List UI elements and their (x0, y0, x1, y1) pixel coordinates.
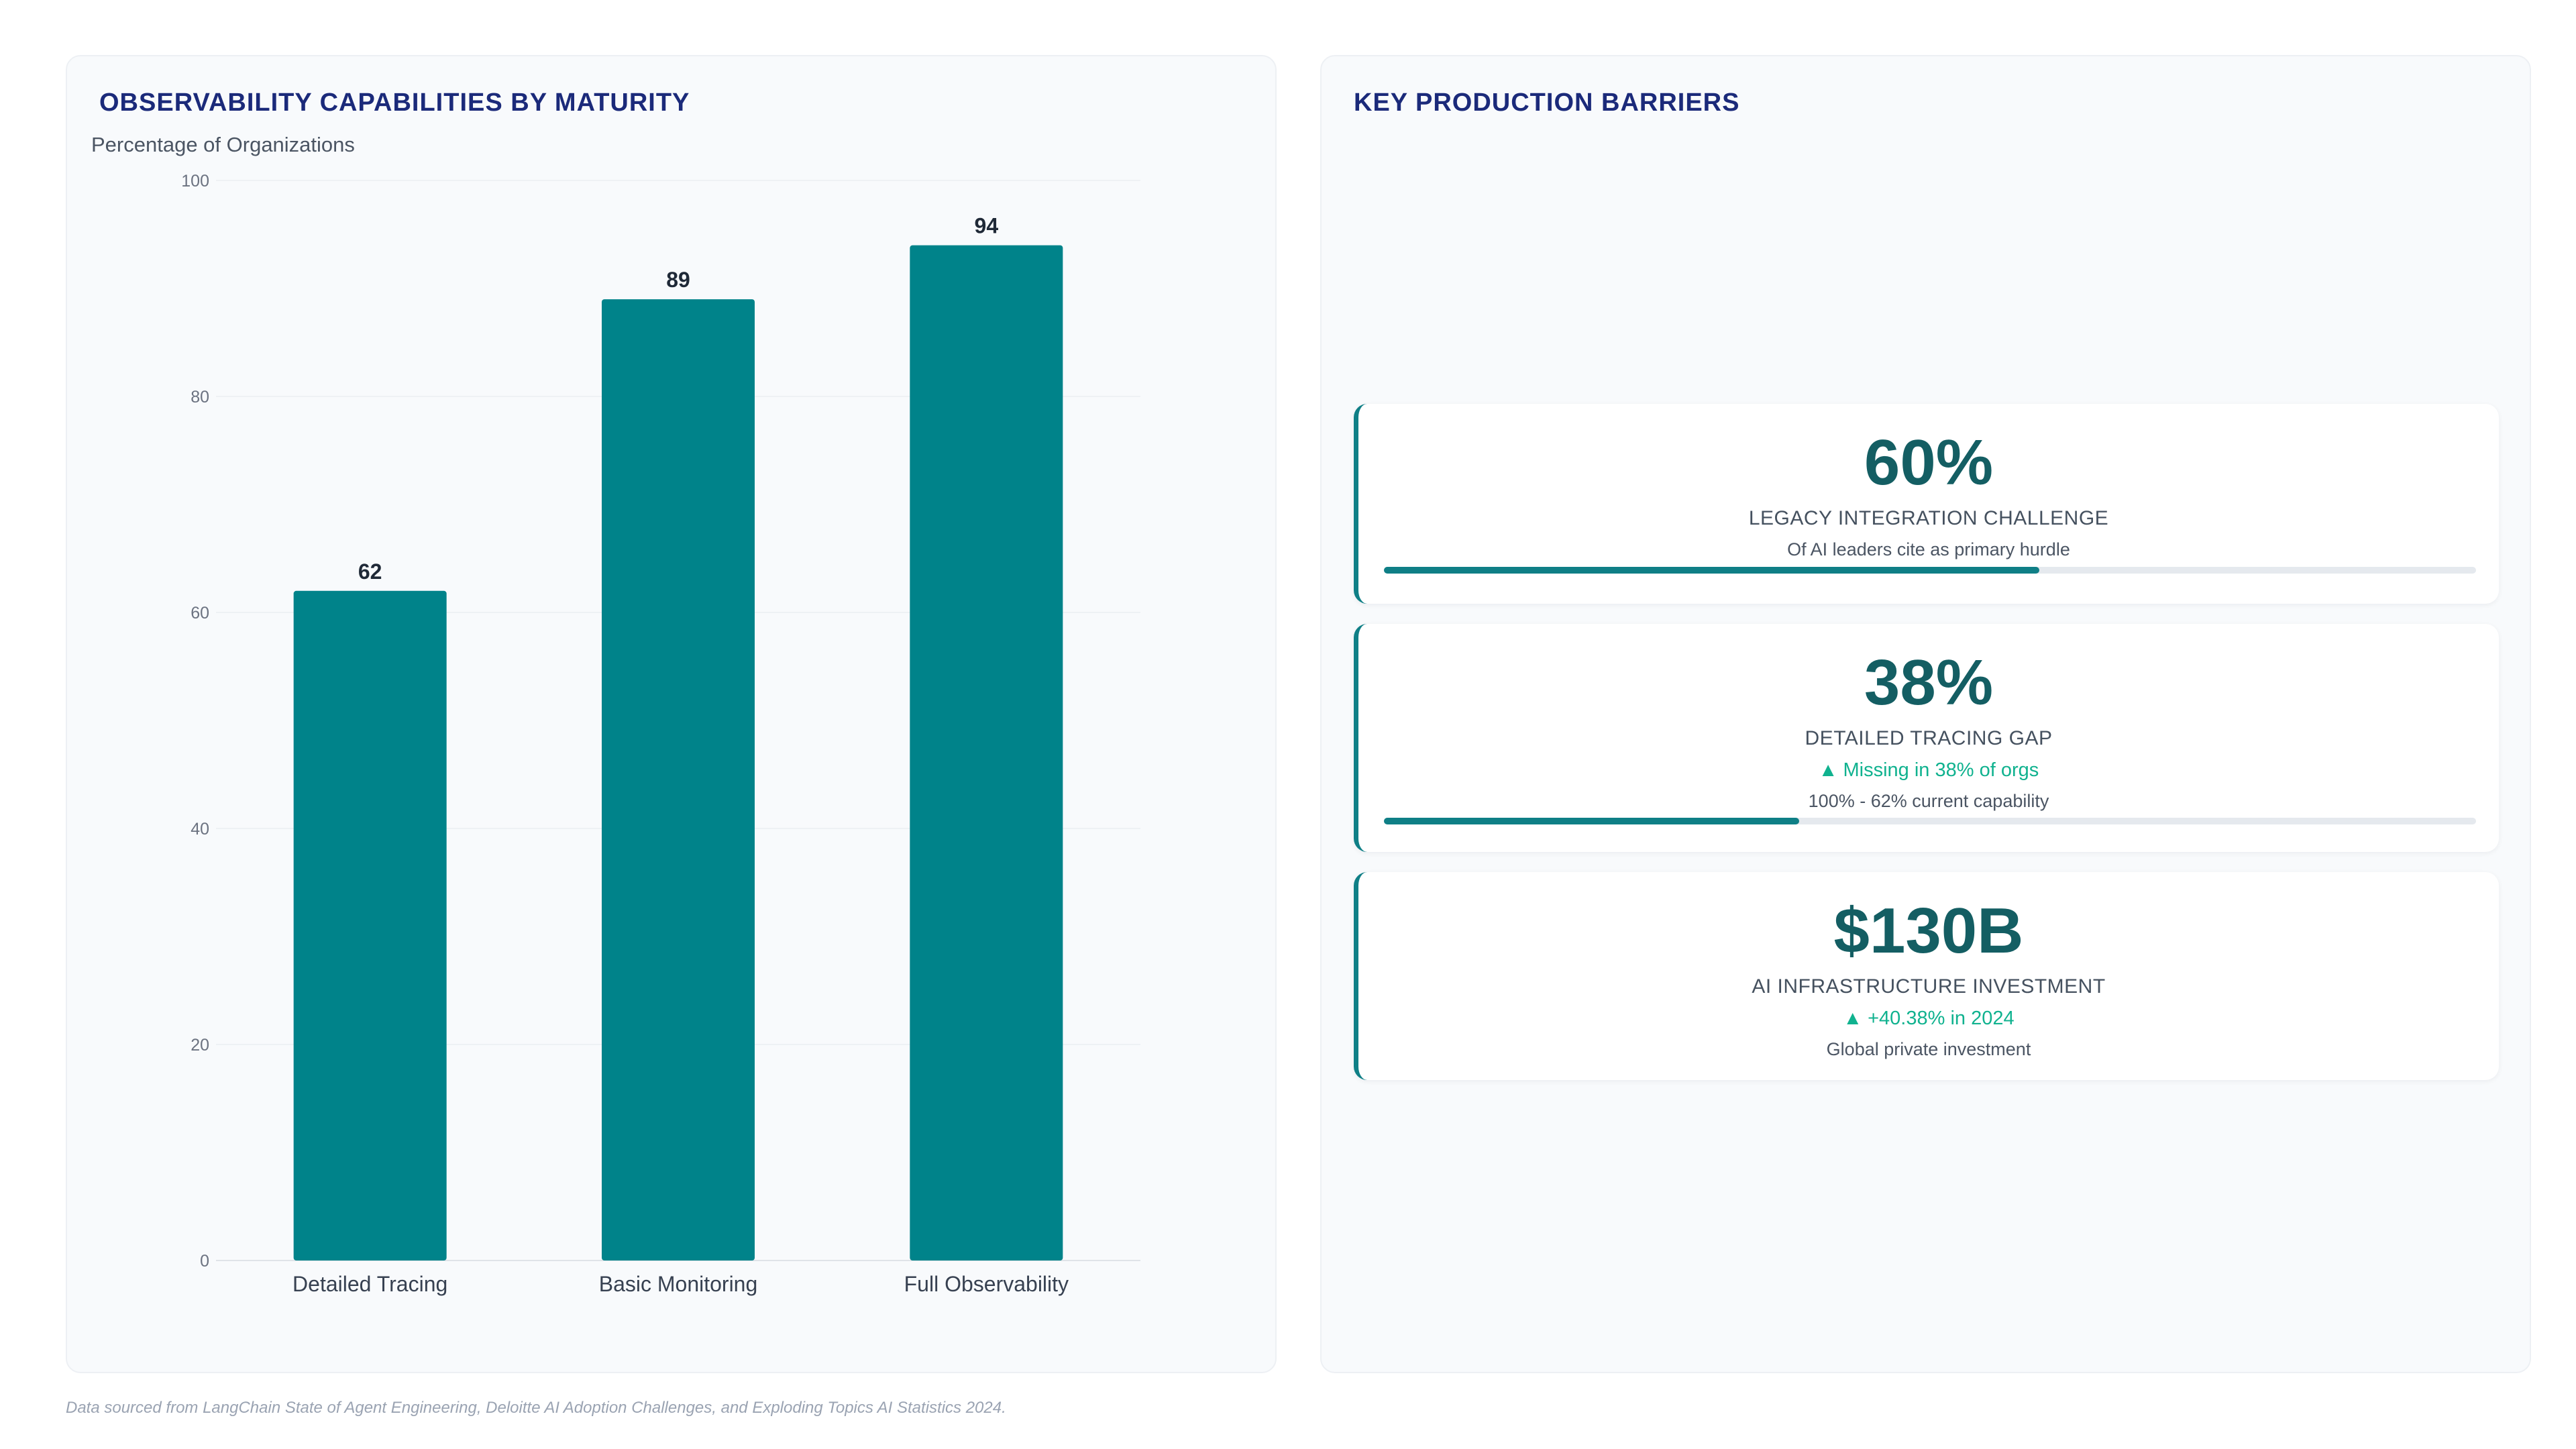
chart-panel-title: OBSERVABILITY CAPABILITIES BY MATURITY (99, 89, 690, 117)
barrier-card-infrastructure-investment: $130B AI INFRASTRUCTURE INVESTMENT ▲ +40… (1354, 872, 2499, 1080)
y-axis-title: Percentage of Organizations (91, 133, 355, 156)
barrier-progress-bar (1384, 567, 2476, 574)
barrier-card-trend: ▲ Missing in 38% of orgs (1818, 759, 2039, 781)
barrier-card-value: 38% (1864, 647, 1994, 718)
barrier-card-subtext: Global private investment (1826, 1039, 2031, 1059)
barrier-progress-fill (1384, 567, 2039, 574)
bar-full-observability (910, 245, 1063, 1261)
barrier-card-label: DETAILED TRACING GAP (1805, 727, 2053, 749)
barrier-card-value: 60% (1864, 427, 1994, 498)
bar-basic-monitoring (602, 299, 755, 1261)
barrier-progress-bar (1384, 818, 2476, 824)
barrier-cards: 60% LEGACY INTEGRATION CHALLENGE Of AI l… (1354, 404, 2499, 1100)
y-tick-label: 20 (191, 1036, 209, 1055)
barrier-card-value: $130B (1833, 895, 2024, 967)
barriers-panel: KEY PRODUCTION BARRIERS 60% LEGACY INTEG… (1320, 55, 2531, 1373)
bar-detailed-tracing (293, 590, 447, 1260)
data-source-note: Data sourced from LangChain State of Age… (66, 1399, 1006, 1417)
y-tick-label: 100 (181, 172, 209, 191)
bar-value-label: 89 (666, 268, 690, 292)
y-tick-label: 0 (200, 1252, 209, 1271)
capabilities-bar-chart: Percentage of Organizations 0 20 40 60 80 100 6… (91, 133, 1140, 1296)
barrier-card-subtext: 100% - 62% current capability (1808, 791, 2049, 811)
y-tick-label: 80 (191, 388, 209, 407)
bar-value-label: 94 (975, 214, 999, 238)
capabilities-chart-panel: OBSERVABILITY CAPABILITIES BY MATURITY P… (66, 55, 1277, 1373)
x-tick-label: Detailed Tracing (292, 1272, 447, 1296)
barrier-card-subtext: Of AI leaders cite as primary hurdle (1787, 539, 2070, 559)
x-tick-label: Basic Monitoring (599, 1272, 758, 1296)
y-tick-label: 60 (191, 604, 209, 623)
barrier-card-legacy-integration: 60% LEGACY INTEGRATION CHALLENGE Of AI l… (1354, 404, 2499, 604)
barriers-panel-title: KEY PRODUCTION BARRIERS (1354, 89, 1740, 117)
barrier-card-label: AI INFRASTRUCTURE INVESTMENT (1752, 975, 2106, 998)
y-tick-label: 40 (191, 820, 209, 839)
barrier-progress-fill (1384, 818, 1799, 824)
barrier-card-label: LEGACY INTEGRATION CHALLENGE (1748, 507, 2109, 529)
x-tick-label: Full Observability (904, 1272, 1069, 1296)
barrier-card-trend: ▲ +40.38% in 2024 (1843, 1008, 2015, 1029)
bar-value-label: 62 (358, 559, 382, 584)
barrier-card-tracing-gap: 38% DETAILED TRACING GAP ▲ Missing in 38… (1354, 624, 2499, 852)
